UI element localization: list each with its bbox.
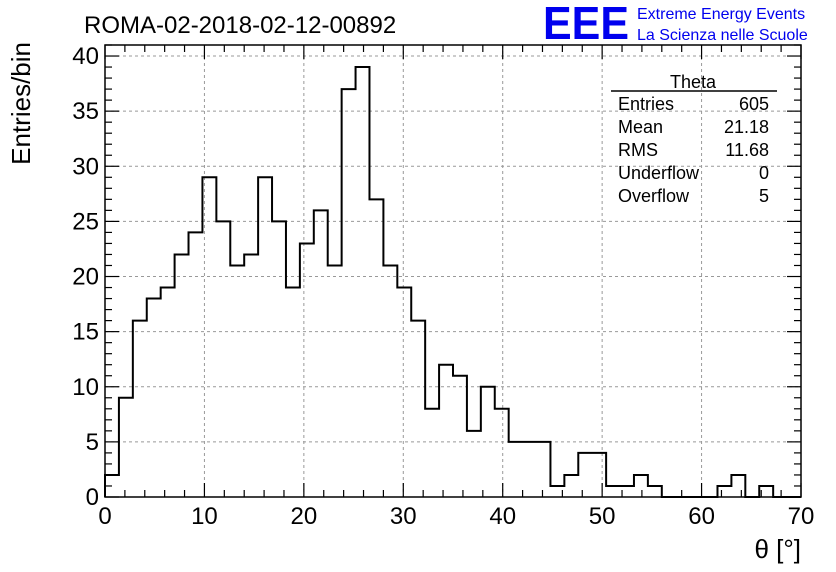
- stats-label-mean: Mean: [618, 117, 663, 137]
- x-tick-label: 60: [688, 503, 715, 530]
- y-tick-label: 5: [86, 429, 99, 456]
- y-tick-label: 0: [86, 484, 99, 511]
- x-tick-label: 10: [191, 503, 218, 530]
- logo-letters: EEE: [543, 0, 629, 49]
- y-tick-label: 15: [72, 319, 99, 346]
- stats-rows: Entries 605 Mean 21.18 RMS 11.68 Underfl…: [618, 94, 769, 206]
- stats-box: Theta Entries 605 Mean 21.18 RMS 11.68 U…: [611, 72, 777, 206]
- y-tick-label: 10: [72, 374, 99, 401]
- y-tick-label: 25: [72, 208, 99, 235]
- stats-label-entries: Entries: [618, 94, 674, 114]
- y-axis-ticks: 0 5 10 15 20 25 30 35 40: [72, 43, 801, 511]
- stats-value-entries: 605: [739, 94, 769, 114]
- stats-title: Theta: [670, 72, 717, 92]
- y-axis-label: Entries/bin: [6, 42, 36, 165]
- stats-label-rms: RMS: [618, 140, 658, 160]
- logo-line-1: Extreme Energy Events: [637, 6, 805, 23]
- stats-value-underflow: 0: [759, 163, 769, 183]
- x-tick-label: 50: [589, 503, 616, 530]
- stats-label-underflow: Underflow: [618, 163, 700, 183]
- y-tick-label: 35: [72, 98, 99, 125]
- x-tick-label: 20: [291, 503, 318, 530]
- stats-value-mean: 21.18: [724, 117, 769, 137]
- x-axis-label: θ [°]: [754, 534, 801, 564]
- x-tick-label: 70: [788, 503, 815, 530]
- x-tick-label: 0: [98, 503, 111, 530]
- y-tick-label: 20: [72, 264, 99, 291]
- x-axis-ticks: 0 10 20 30 40 50 60 70: [98, 45, 814, 530]
- y-tick-label: 40: [72, 43, 99, 70]
- stats-label-overflow: Overflow: [618, 186, 690, 206]
- plot-frame: [104, 44, 802, 498]
- chart-title: ROMA-02-2018-02-12-00892: [84, 12, 396, 39]
- stats-value-rms: 11.68: [725, 140, 769, 160]
- y-tick-label: 30: [72, 153, 99, 180]
- logo-line-2: La Scienza nelle Scuole: [637, 27, 808, 44]
- x-tick-label: 30: [390, 503, 417, 530]
- x-tick-label: 40: [489, 503, 516, 530]
- eee-logo: EEE Extreme Energy Events La Scienza nel…: [543, 0, 808, 49]
- stats-value-overflow: 5: [759, 186, 769, 206]
